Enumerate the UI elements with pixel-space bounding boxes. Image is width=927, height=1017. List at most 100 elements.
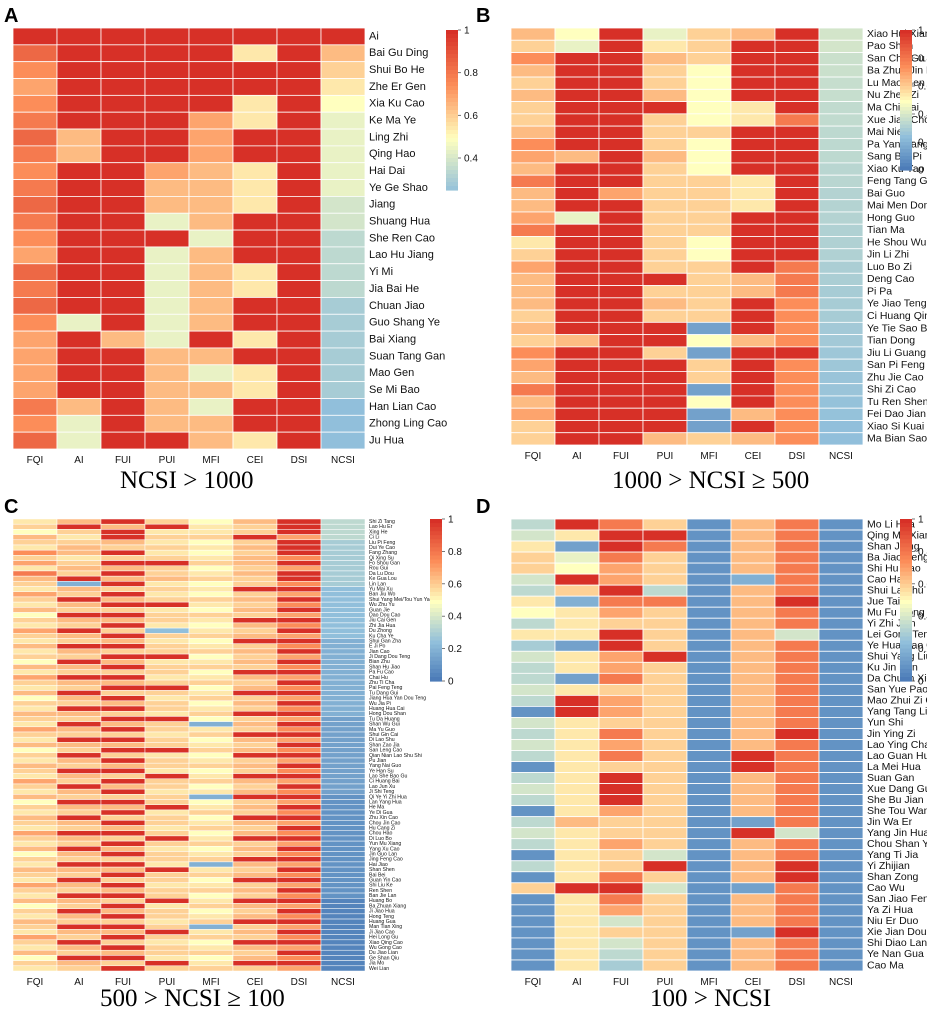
heatmap-cell	[12, 679, 58, 686]
heatmap-cell	[686, 297, 732, 311]
row-label: Xiao Si Kuai Wa	[867, 420, 927, 432]
row-label: Man Tian Xing	[369, 924, 402, 930]
heatmap-cell	[774, 540, 820, 553]
heatmap-cell	[232, 736, 278, 743]
heatmap-cell	[510, 706, 556, 718]
heatmap-cell	[144, 659, 190, 665]
heatmap-cell	[56, 591, 102, 598]
colorbar-tick-label: 0	[918, 166, 924, 177]
heatmap-cell	[188, 877, 234, 883]
heatmap-cell	[320, 742, 366, 748]
heatmap-cell	[100, 679, 146, 686]
heatmap-cell	[188, 555, 234, 561]
heatmap-cell	[320, 280, 366, 298]
heatmap-cell	[642, 904, 688, 917]
heatmap-cell	[232, 246, 278, 265]
heatmap-cell	[320, 94, 366, 113]
heatmap-cell	[188, 726, 234, 733]
heatmap-cell	[642, 849, 688, 862]
heatmap-cell	[100, 555, 146, 561]
colorbar-segment	[446, 174, 458, 179]
heatmap-cell	[554, 285, 600, 299]
heatmap-cell	[818, 39, 864, 53]
heatmap-cell	[686, 617, 732, 630]
heatmap-cell	[642, 187, 688, 201]
heatmap-cell	[232, 162, 278, 180]
heatmap-cell	[686, 860, 732, 873]
heatmap-cell	[12, 581, 58, 587]
heatmap-cell	[12, 773, 58, 780]
colorbar-segment	[900, 152, 912, 157]
column-labels: FQI AI FUI PUI MFI CEI DSI NCSI	[525, 977, 853, 988]
row-label: Ren Shen	[369, 888, 392, 894]
heatmap-cell	[554, 882, 600, 895]
heatmap-cell	[510, 783, 556, 796]
heatmap-cell	[232, 664, 278, 670]
heatmap-cell	[686, 628, 732, 641]
heatmap-cell	[144, 263, 190, 282]
heatmap-cell	[56, 736, 102, 743]
heatmap-cell	[12, 364, 58, 383]
heatmap-cell	[100, 872, 146, 878]
heatmap-cell	[730, 432, 776, 446]
heatmap-cell	[188, 643, 234, 650]
column-label: PUI	[159, 977, 176, 988]
colorbar-segment	[900, 612, 912, 617]
colorbar-segment	[900, 600, 912, 605]
heatmap-cell	[100, 700, 146, 707]
heatmap-cell	[642, 309, 688, 323]
heatmap-cell	[320, 903, 366, 909]
heatmap-cell	[276, 877, 322, 883]
heatmap-cell	[774, 39, 820, 53]
heatmap-cell	[188, 903, 234, 909]
colorbar-segment	[900, 559, 912, 565]
heatmap-cell	[730, 805, 776, 818]
row-label: Lao Hu Jiang	[369, 249, 434, 261]
heatmap-cell	[554, 358, 600, 372]
heatmap-cell	[510, 959, 556, 972]
heatmap-cell	[56, 762, 102, 769]
heatmap-cell	[686, 395, 732, 409]
heatmap-cell	[276, 949, 322, 956]
row-label: Bai Bei	[369, 872, 385, 878]
heatmap-cell	[12, 347, 58, 366]
heatmap-cell	[818, 432, 864, 446]
row-label: Rou Gui	[369, 566, 388, 572]
heatmap-cell	[774, 407, 820, 421]
heatmap-cell	[642, 805, 688, 818]
heatmap-cell	[642, 628, 688, 641]
heatmap-cell	[232, 414, 278, 433]
heatmap-cell	[320, 398, 366, 416]
row-label: Pi Pa	[867, 285, 892, 297]
heatmap-cell	[276, 809, 322, 816]
heatmap-cell	[276, 710, 322, 717]
row-label: Cao Hao	[867, 573, 909, 585]
heatmap-cell	[100, 892, 146, 899]
heatmap-cell	[320, 752, 366, 759]
heatmap-cell	[730, 838, 776, 851]
colorbar-segment	[430, 595, 442, 601]
heatmap-cell	[276, 892, 322, 899]
heatmap-cell	[598, 661, 644, 674]
heatmap-cell	[144, 742, 190, 748]
heatmap-cell	[12, 575, 58, 582]
heatmap-cell	[730, 407, 776, 421]
heatmap-cell	[510, 728, 556, 740]
heatmap-cell	[730, 125, 776, 139]
heatmap-cell	[598, 683, 644, 696]
row-label: She Tou Wang	[867, 805, 927, 817]
heatmap-cell	[100, 586, 146, 592]
heatmap-cell	[730, 882, 776, 895]
colorbar-segment	[430, 527, 442, 532]
heatmap-grid	[510, 27, 864, 446]
heatmap-cell	[510, 334, 556, 348]
heatmap-cell	[100, 846, 146, 852]
row-label: Tu Da Huang	[369, 716, 400, 722]
heatmap-cell	[232, 431, 278, 450]
row-label: Zhi Jia Hua	[369, 623, 395, 629]
heatmap-cell	[554, 162, 600, 176]
heatmap-cell	[320, 212, 366, 231]
heatmap-cell	[56, 908, 102, 915]
heatmap-cell	[276, 944, 322, 951]
colorbar-segment	[430, 632, 442, 638]
